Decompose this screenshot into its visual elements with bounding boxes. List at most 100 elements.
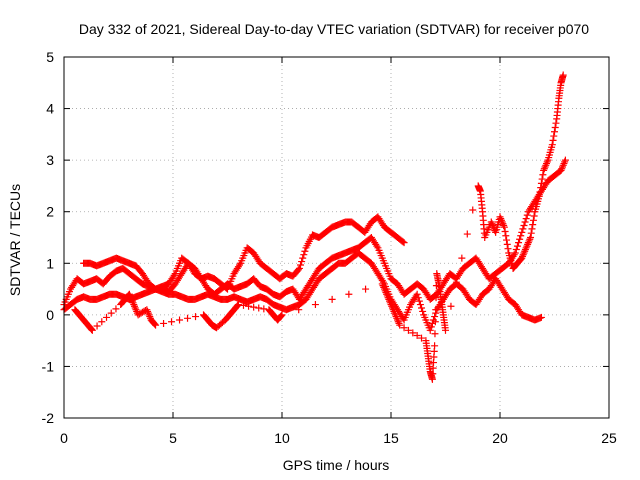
data-point-marker: [503, 236, 511, 244]
data-point-marker: [103, 313, 111, 321]
data-point-marker: [522, 244, 530, 252]
data-point-marker: [519, 251, 527, 259]
data-point-marker: [391, 311, 399, 319]
data-point-marker: [561, 156, 569, 164]
data-point-marker: [192, 313, 200, 321]
data-point-marker: [529, 221, 537, 229]
data-point-marker: [294, 266, 302, 274]
y-tick-label: -2: [42, 410, 55, 426]
data-point-marker: [395, 319, 403, 327]
data-point-marker: [518, 228, 526, 236]
data-point-marker: [500, 221, 508, 229]
data-point-marker: [277, 312, 285, 320]
data-point-marker: [386, 299, 394, 307]
data-point-marker: [87, 325, 95, 333]
data-point-marker: [521, 247, 529, 255]
data-point-marker: [298, 258, 306, 266]
data-point-marker: [530, 212, 538, 220]
data-point-marker: [523, 211, 531, 219]
data-point-marker: [559, 161, 567, 169]
data-point-marker: [107, 309, 115, 317]
x-axis-ticks: 0 5 10 15 20 25: [60, 57, 617, 446]
data-point-marker: [88, 325, 96, 333]
data-point-marker: [511, 249, 519, 257]
y-tick-label: 5: [46, 49, 54, 65]
data-point-marker: [255, 304, 263, 312]
data-point-marker: [93, 322, 101, 330]
data-point-marker: [146, 313, 154, 321]
data-point-marker: [383, 290, 391, 298]
data-point-marker: [496, 213, 504, 221]
y-axis-ticks: -2 -1 0 1 2 3 4 5: [42, 49, 609, 426]
data-point-marker: [432, 306, 440, 314]
data-point-marker: [550, 132, 558, 140]
data-point-marker: [413, 331, 421, 339]
data-point-marker: [515, 239, 523, 247]
data-point-marker: [512, 246, 520, 254]
data-point-marker: [143, 306, 151, 314]
data-point-marker: [380, 285, 388, 293]
data-point-marker: [540, 166, 548, 174]
data-point-marker: [295, 306, 303, 314]
data-point-marker: [379, 282, 387, 290]
data-point-marker: [559, 71, 567, 79]
x-tick-label: 25: [601, 430, 617, 446]
data-point-marker: [128, 297, 136, 305]
data-point-marker: [396, 321, 404, 329]
data-point-marker: [560, 160, 568, 168]
data-point-marker: [551, 123, 559, 131]
data-point-marker: [245, 302, 253, 310]
data-point-marker: [260, 305, 268, 313]
data-point-marker: [150, 319, 158, 327]
data-point-marker: [489, 221, 497, 229]
data-point-marker: [299, 254, 307, 262]
data-point-marker: [541, 163, 549, 171]
data-point-marker: [537, 184, 545, 192]
data-point-marker: [525, 237, 533, 245]
data-point-marker: [504, 245, 512, 253]
data-point-marker: [499, 220, 507, 228]
data-point-marker: [416, 301, 424, 309]
data-point-marker: [380, 283, 388, 291]
data-point-marker: [98, 318, 106, 326]
data-point-marker: [498, 218, 506, 226]
x-tick-label: 15: [383, 430, 399, 446]
data-point-marker: [300, 251, 308, 259]
data-point-marker: [144, 309, 152, 317]
data-point-marker: [160, 319, 168, 327]
data-point-marker: [413, 290, 421, 298]
data-point-marker: [458, 254, 466, 262]
y-tick-label: 2: [46, 204, 54, 220]
data-point-marker: [552, 119, 560, 127]
data-point-marker: [518, 254, 526, 262]
data-point-marker: [548, 141, 556, 149]
data-point-marker: [391, 309, 399, 317]
data-point-marker: [277, 313, 285, 321]
data-point-marker: [431, 342, 439, 350]
data-points: [60, 71, 569, 383]
y-tick-label: -1: [42, 358, 55, 374]
data-point-marker: [125, 290, 133, 298]
data-point-marker: [561, 158, 569, 166]
data-point-marker: [388, 304, 396, 312]
data-point-marker: [385, 295, 393, 303]
data-point-marker: [126, 292, 134, 300]
data-point-marker: [535, 192, 543, 200]
data-point-marker: [447, 302, 455, 310]
data-point-marker: [394, 318, 402, 326]
data-point-marker: [418, 304, 426, 312]
data-point-marker: [529, 216, 537, 224]
data-point-marker: [513, 242, 521, 250]
data-point-marker: [328, 295, 336, 303]
data-point-marker: [414, 294, 422, 302]
data-point-marker: [558, 163, 566, 171]
data-point-marker: [542, 161, 550, 169]
data-point-marker: [381, 287, 389, 295]
data-point-marker: [497, 215, 505, 223]
data-point-marker: [519, 252, 527, 260]
data-point-marker: [382, 289, 390, 297]
data-point-marker: [430, 316, 438, 324]
data-point-marker: [130, 302, 138, 310]
data-point-marker: [145, 311, 153, 319]
